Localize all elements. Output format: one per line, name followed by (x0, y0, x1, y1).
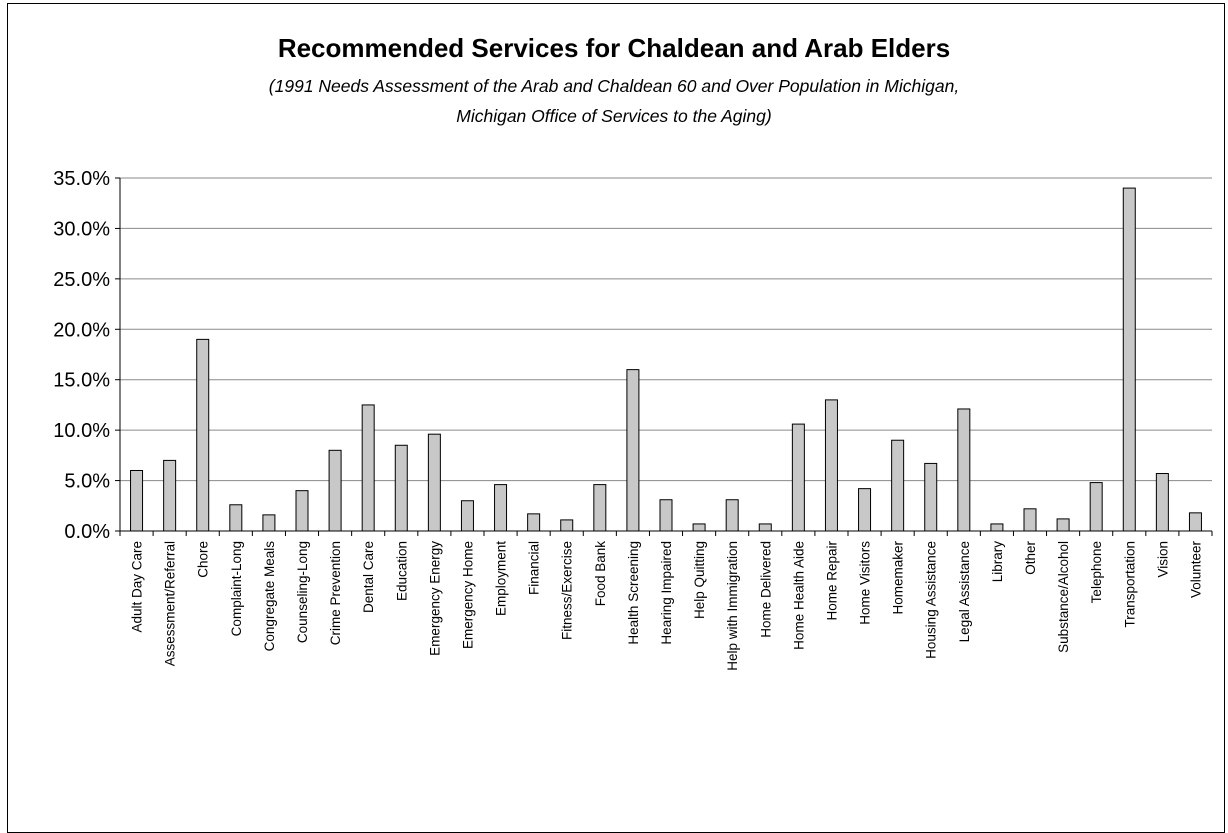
x-tick-label: Food Bank (593, 541, 608, 607)
bar (659, 499, 673, 532)
x-tick-label: Help with Immigration (725, 541, 740, 671)
x-tick-label: Emergency Home (460, 541, 475, 649)
bar (858, 488, 872, 532)
x-tick-label: Transportation (1122, 541, 1137, 628)
x-tick-label: Adult Day Care (130, 541, 145, 633)
y-tick-label: 35.0% (53, 168, 110, 190)
bars (130, 187, 1202, 532)
y-tick-label: 30.0% (53, 218, 110, 240)
x-tick-label: Hearing Impaired (659, 541, 674, 645)
bar (1089, 482, 1103, 532)
x-tick-label: Vision (1155, 541, 1170, 578)
bar (196, 338, 210, 532)
x-tick-label: Home Repair (824, 540, 839, 620)
bar (1155, 473, 1169, 532)
chart-subtitle-line-1: (1991 Needs Assessment of the Arab and C… (268, 76, 960, 96)
bar (1188, 512, 1202, 532)
bar (494, 484, 508, 532)
x-tick-label: Substance/Alcohol (1056, 541, 1071, 653)
y-tick-label: 20.0% (53, 319, 110, 341)
gridlines (120, 177, 1212, 482)
x-tick-label: Legal Assistance (957, 541, 972, 642)
x-tick-label: Help Quitting (692, 541, 707, 619)
bar (560, 519, 574, 532)
x-tick-label: Financial (527, 541, 542, 595)
x-tick-label: Counseling-Long (295, 541, 310, 643)
chart-subtitle-line-2: Michigan Office of Services to the Aging… (456, 106, 772, 126)
x-tick-label: Housing Assistance (924, 541, 939, 659)
axes (115, 177, 1213, 536)
bar (130, 469, 144, 532)
bar (1122, 187, 1136, 532)
plot-area (120, 178, 1212, 531)
bar (427, 433, 441, 532)
x-tick-label: Homemaker (891, 541, 906, 615)
x-tick-label: Home Visitors (858, 541, 873, 625)
x-tick-label: Congregate Meals (262, 541, 277, 652)
x-tick-label: Employment (494, 541, 509, 616)
y-tick-label: 5.0% (64, 471, 110, 493)
bar (725, 499, 739, 532)
bar (262, 514, 276, 532)
x-tick-label: Education (394, 541, 409, 601)
bar (758, 523, 772, 532)
bar (1023, 508, 1037, 532)
y-tick-labels: 0.0% 5.0% 10.0% 15.0% 20.0% 25.0% 30.0% 35.0% (53, 168, 110, 543)
x-tick-label: Home Delivered (758, 541, 773, 638)
bar (824, 399, 838, 532)
bar (990, 523, 1004, 532)
y-tick-label: 25.0% (53, 269, 110, 291)
bar (791, 423, 805, 532)
bar (394, 444, 408, 532)
x-tick-label: Crime Prevention (328, 541, 343, 645)
bar (527, 513, 541, 532)
x-tick-label: Assessment/Referral (163, 541, 178, 666)
x-tick-label: Dental Care (361, 541, 376, 613)
bar (460, 500, 474, 532)
bar (328, 449, 342, 532)
x-tick-label: Health Screening (626, 541, 641, 645)
x-tick-label: Library (990, 541, 1005, 583)
x-tick-label: Other (1023, 540, 1038, 574)
x-tick-label: Volunteer (1188, 540, 1203, 598)
y-tick-label: 15.0% (53, 370, 110, 392)
x-tick-label: Fitness/Exercise (560, 541, 575, 640)
x-tick-label: Telephone (1089, 541, 1104, 603)
bar (361, 404, 375, 532)
x-tick-label: Home Health Aide (791, 541, 806, 650)
bar (891, 439, 905, 532)
x-tick-labels: Adult Day Care Assessment/Referral Chore Co… (130, 540, 1204, 670)
x-tick-label: Emergency Energy (427, 541, 442, 656)
x-tick-label: Chore (196, 541, 211, 578)
y-tick-label: 0.0% (64, 521, 110, 543)
bar (957, 408, 971, 532)
bar (593, 484, 607, 532)
bar (924, 462, 938, 532)
x-tick-label: Complaint-Long (229, 541, 244, 636)
bar (163, 459, 177, 532)
bar (295, 490, 309, 532)
chart-title: Recommended Services for Chaldean and Ar… (277, 33, 951, 63)
bar (1056, 518, 1070, 532)
y-tick-label: 10.0% (53, 420, 110, 442)
bar (229, 504, 243, 532)
bar (626, 369, 640, 532)
bar (692, 523, 706, 532)
